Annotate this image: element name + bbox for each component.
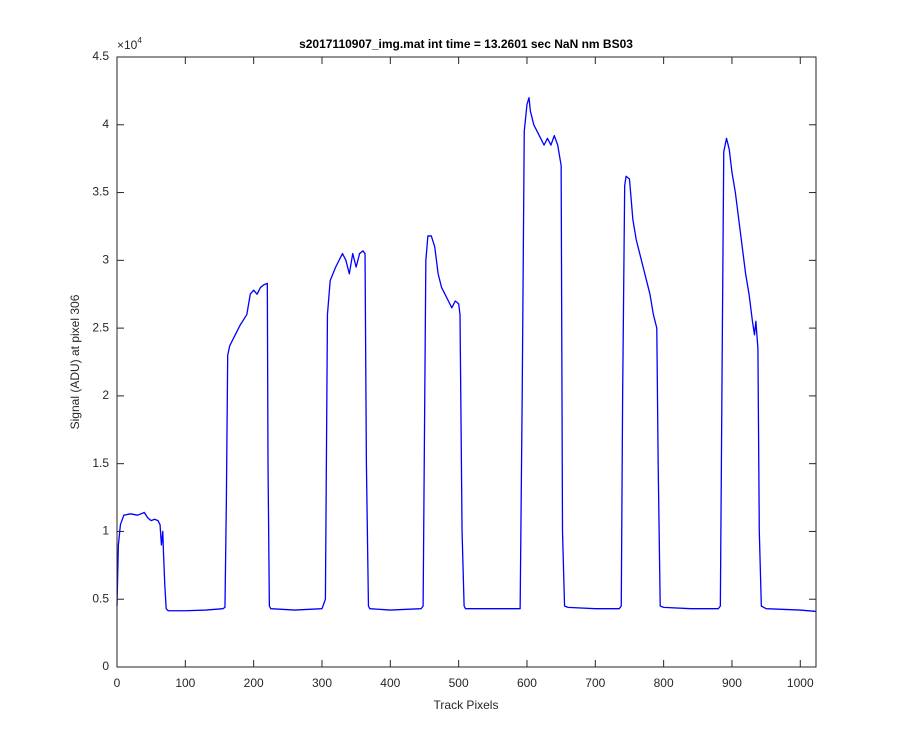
y-tick-label: 1.5: [92, 456, 109, 470]
y-tick-label: 1: [102, 524, 109, 538]
y-multiplier: ×104: [117, 36, 142, 52]
x-tick-label: 900: [722, 676, 742, 690]
x-tick-label: 1000: [787, 676, 814, 690]
x-tick-label: 200: [244, 676, 264, 690]
x-tick-label: 0: [114, 676, 121, 690]
y-tick-label: 3.5: [92, 185, 109, 199]
x-tick-label: 300: [312, 676, 332, 690]
plot-area: [117, 57, 816, 667]
y-multiplier-base: ×10: [117, 38, 138, 52]
chart-title: s2017110907_img.mat int time = 13.2601 s…: [299, 37, 633, 51]
data-line: [116, 97, 817, 613]
y-tick-label: 3: [102, 253, 109, 267]
y-multiplier-exponent: 4: [137, 36, 142, 45]
x-axis-label: Track Pixels: [434, 698, 499, 712]
x-tick-label: 800: [654, 676, 674, 690]
y-axis-label: Signal (ADU) at pixel 306: [68, 294, 82, 429]
y-tick-label: 2: [102, 388, 109, 402]
x-tick-label: 600: [517, 676, 537, 690]
x-tick-label: 100: [175, 676, 195, 690]
y-tick-label: 0.5: [92, 591, 109, 605]
y-tick-label: 0: [102, 659, 109, 673]
x-tick-label: 400: [380, 676, 400, 690]
y-tick-label: 4.5: [92, 49, 109, 63]
y-tick-label: 2.5: [92, 320, 109, 334]
x-tick-label: 500: [449, 676, 469, 690]
x-tick-label: 700: [585, 676, 605, 690]
axes-box: [116, 56, 817, 668]
y-tick-label: 4: [102, 117, 109, 131]
